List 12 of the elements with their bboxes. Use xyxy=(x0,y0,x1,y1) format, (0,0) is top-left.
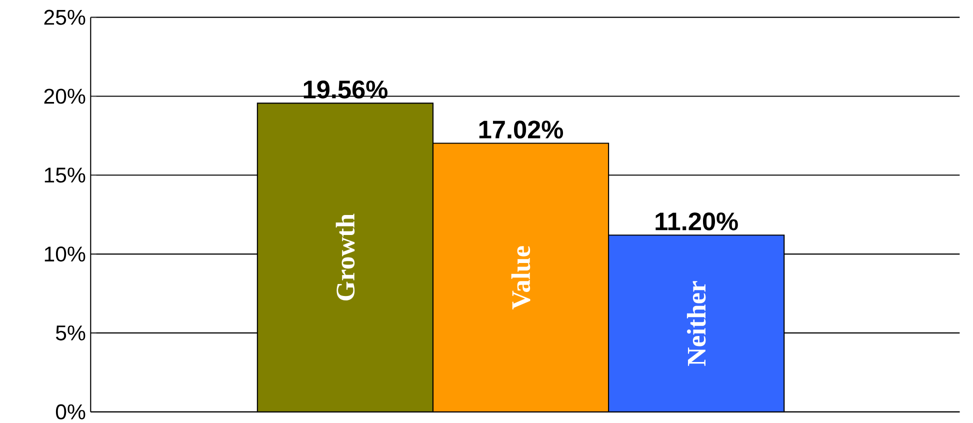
y-tick-label: 25% xyxy=(44,10,86,26)
y-tick-label: 5% xyxy=(56,326,86,341)
y-tick-label: 0% xyxy=(56,404,86,420)
x-tick-label: Neither xyxy=(686,281,706,366)
data-label: 11.20% xyxy=(656,212,738,231)
y-tick-label: 20% xyxy=(44,88,86,104)
x-tick-label: Growth xyxy=(336,214,355,301)
data-label: 19.56% xyxy=(304,80,388,99)
y-tick-label: 15% xyxy=(44,168,86,183)
x-tick-label: Value xyxy=(511,246,530,310)
y-tick-label: 10% xyxy=(44,246,86,262)
data-label: 17.02% xyxy=(479,120,564,139)
